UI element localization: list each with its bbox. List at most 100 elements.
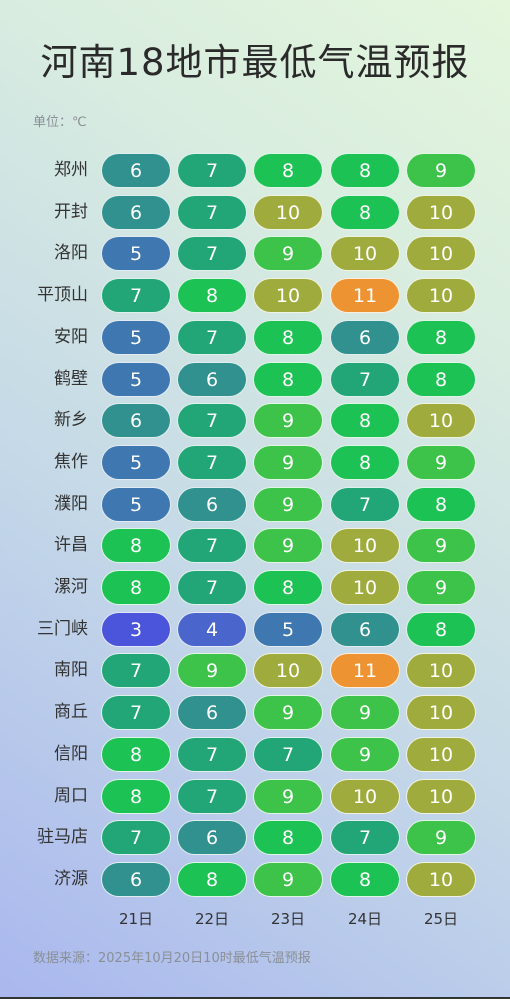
- temperature-cell: 9: [253, 528, 323, 563]
- temperature-cell: 5: [101, 445, 171, 480]
- temperature-cell: 7: [330, 362, 400, 397]
- temperature-cell: 8: [330, 862, 400, 897]
- temperature-cell: 10: [330, 570, 400, 605]
- date-label: 24日: [347, 910, 383, 928]
- temperature-cell: 8: [406, 320, 476, 355]
- temperature-cell: 7: [330, 487, 400, 522]
- chart-title: 河南18地市最低气温预报: [40, 41, 470, 84]
- city-label: 周口: [54, 786, 88, 806]
- city-label: 郑州: [54, 160, 88, 180]
- temperature-cell: 9: [406, 570, 476, 605]
- temperature-cell: 8: [101, 737, 171, 772]
- temperature-cell: 8: [406, 612, 476, 647]
- city-label: 漯河: [54, 577, 88, 597]
- temperature-cell: 8: [101, 779, 171, 814]
- temperature-cell: 9: [406, 445, 476, 480]
- temperature-cell: 7: [177, 153, 247, 188]
- city-label: 济源: [54, 869, 88, 889]
- date-label: 23日: [270, 910, 306, 928]
- temperature-cell: 7: [177, 779, 247, 814]
- temperature-cell: 9: [253, 236, 323, 271]
- temperature-cell: 7: [101, 695, 171, 730]
- temperature-cell: 3: [101, 612, 171, 647]
- temperature-cell: 7: [101, 278, 171, 313]
- temperature-cell: 10: [406, 195, 476, 230]
- city-label: 鹤壁: [54, 369, 88, 389]
- temperature-cell: 6: [177, 487, 247, 522]
- unit-label: 单位：℃: [33, 115, 87, 130]
- city-label: 新乡: [54, 410, 88, 430]
- temperature-cell: 6: [177, 695, 247, 730]
- temperature-cell: 11: [330, 278, 400, 313]
- temperature-cell: 9: [253, 487, 323, 522]
- temperature-cell: 9: [330, 695, 400, 730]
- temperature-cell: 10: [406, 779, 476, 814]
- temperature-cell: 6: [101, 153, 171, 188]
- temperature-cell: 10: [406, 862, 476, 897]
- city-label: 三门峡: [37, 619, 88, 639]
- temperature-cell: 10: [406, 278, 476, 313]
- city-label: 驻马店: [37, 827, 88, 847]
- temperature-cell: 8: [253, 820, 323, 855]
- temperature-cell: 8: [253, 320, 323, 355]
- temperature-cell: 8: [330, 153, 400, 188]
- temperature-cell: 9: [253, 779, 323, 814]
- temperature-cell: 6: [101, 403, 171, 438]
- temperature-cell: 11: [330, 653, 400, 688]
- temperature-cell: 8: [177, 278, 247, 313]
- temperature-cell: 5: [101, 487, 171, 522]
- temperature-cell: 5: [101, 236, 171, 271]
- temperature-cell: 10: [330, 236, 400, 271]
- temperature-cell: 7: [177, 195, 247, 230]
- temperature-cell: 7: [177, 737, 247, 772]
- bottom-divider: [0, 997, 510, 999]
- temperature-cell: 10: [406, 236, 476, 271]
- temperature-cell: 10: [253, 278, 323, 313]
- city-label: 平顶山: [37, 285, 88, 305]
- temperature-cell: 8: [101, 570, 171, 605]
- city-label: 开封: [54, 202, 88, 222]
- temperature-cell: 7: [177, 570, 247, 605]
- temperature-cell: 10: [406, 653, 476, 688]
- temperature-cell: 5: [101, 320, 171, 355]
- date-label: 21日: [118, 910, 154, 928]
- temperature-cell: 9: [406, 528, 476, 563]
- temperature-cell: 9: [406, 153, 476, 188]
- temperature-cell: 8: [330, 445, 400, 480]
- temperature-cell: 10: [330, 528, 400, 563]
- temperature-cell: 6: [177, 362, 247, 397]
- temperature-cell: 7: [177, 528, 247, 563]
- temperature-cell: 8: [177, 862, 247, 897]
- temperature-cell: 10: [406, 695, 476, 730]
- city-label: 许昌: [54, 535, 88, 555]
- temperature-cell: 7: [253, 737, 323, 772]
- temperature-cell: 8: [253, 362, 323, 397]
- temperature-cell: 7: [177, 445, 247, 480]
- city-label: 焦作: [54, 452, 88, 472]
- temperature-cell: 9: [253, 403, 323, 438]
- temperature-cell: 6: [330, 320, 400, 355]
- temperature-cell: 8: [101, 528, 171, 563]
- temperature-cell: 5: [101, 362, 171, 397]
- temperature-cell: 7: [101, 820, 171, 855]
- temperature-cell: 7: [177, 320, 247, 355]
- city-label: 商丘: [54, 702, 88, 722]
- city-label: 信阳: [54, 744, 88, 764]
- temperature-cell: 9: [253, 862, 323, 897]
- temperature-cell: 8: [330, 403, 400, 438]
- temperature-cell: 6: [330, 612, 400, 647]
- temperature-cell: 7: [177, 236, 247, 271]
- temperature-cell: 10: [406, 737, 476, 772]
- date-label: 22日: [194, 910, 230, 928]
- temperature-cell: 6: [101, 195, 171, 230]
- temperature-cell: 6: [101, 862, 171, 897]
- temperature-cell: 10: [330, 779, 400, 814]
- temperature-cell: 9: [330, 737, 400, 772]
- city-label: 南阳: [54, 660, 88, 680]
- temperature-cell: 9: [253, 695, 323, 730]
- temperature-cell: 10: [253, 653, 323, 688]
- temperature-cell: 7: [330, 820, 400, 855]
- temperature-cell: 8: [406, 487, 476, 522]
- temperature-cell: 5: [253, 612, 323, 647]
- temperature-cell: 8: [406, 362, 476, 397]
